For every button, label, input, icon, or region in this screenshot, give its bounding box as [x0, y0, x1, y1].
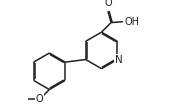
Text: N: N — [115, 54, 123, 65]
Text: O: O — [36, 94, 43, 104]
Text: O: O — [104, 0, 112, 8]
Text: OH: OH — [125, 17, 140, 27]
